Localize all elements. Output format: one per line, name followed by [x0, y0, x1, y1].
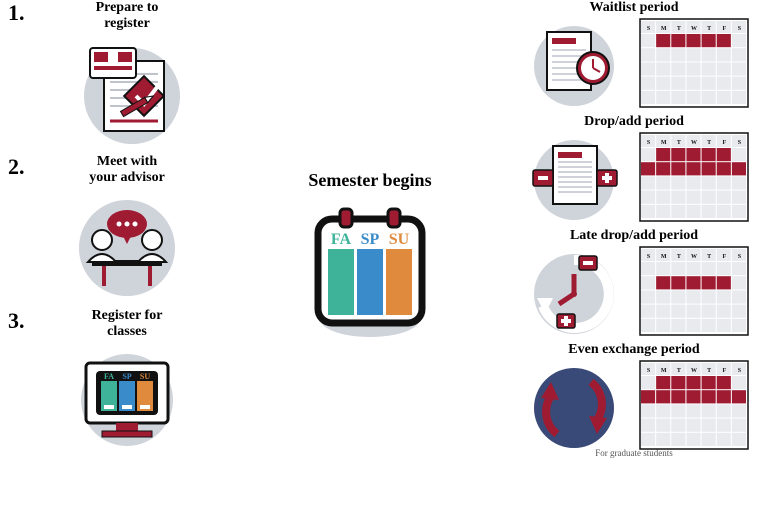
exchange-calendar: SMTWTFS	[639, 360, 749, 450]
semester-calendar-icon: FA SP SU	[260, 199, 480, 349]
svg-text:T: T	[677, 140, 681, 146]
svg-text:T: T	[677, 368, 681, 374]
register-classes-icon: FA SP SU	[62, 345, 192, 455]
step-3-title: Register forclasses	[34, 308, 220, 340]
step-1-title: Prepare toregister	[34, 0, 220, 32]
waitlist-icon	[519, 18, 629, 108]
exchange-icon	[519, 360, 629, 450]
step-3: 3. Register forclasses FA S	[0, 308, 220, 454]
step-2: 2. Meet withyour advisor	[0, 154, 220, 300]
latedrop-icon	[519, 246, 629, 336]
svg-text:F: F	[722, 254, 726, 260]
svg-text:SP: SP	[361, 231, 380, 248]
svg-text:T: T	[677, 254, 681, 260]
svg-text:T: T	[677, 26, 681, 32]
svg-text:SP: SP	[122, 372, 131, 381]
step-1-number: 1.	[0, 0, 34, 26]
period-title-1: Drop/add period	[500, 114, 768, 130]
period-title-0: Waitlist period	[500, 0, 768, 16]
period-exchange: Even exchange period SMTWTFS For graduat…	[500, 342, 768, 458]
latedrop-calendar: SMTWTFS	[639, 246, 749, 336]
svg-text:T: T	[707, 368, 711, 374]
period-latedrop: Late drop/add period SMTWTFS	[500, 228, 768, 336]
svg-text:W: W	[691, 254, 697, 260]
svg-text:M: M	[661, 254, 667, 260]
semester-begins-block: Semester begins FA SP SU	[260, 170, 480, 349]
svg-text:T: T	[707, 26, 711, 32]
svg-text:SU: SU	[389, 231, 410, 248]
svg-text:M: M	[661, 26, 667, 32]
svg-text:SU: SU	[140, 372, 150, 381]
svg-text:W: W	[691, 140, 697, 146]
dropadd-calendar: SMTWTFS	[639, 132, 749, 222]
svg-text:FA: FA	[104, 372, 114, 381]
svg-text:FA: FA	[331, 231, 352, 248]
step-2-number: 2.	[0, 154, 34, 180]
waitlist-calendar: SMTWTFS	[639, 18, 749, 108]
svg-text:W: W	[691, 368, 697, 374]
period-dropadd: Drop/add period SMTWTFS	[500, 114, 768, 222]
step-3-number: 3.	[0, 308, 34, 334]
svg-text:M: M	[661, 368, 667, 374]
semester-begins-title: Semester begins	[260, 170, 480, 191]
svg-text:W: W	[691, 26, 697, 32]
step-1: 1. Prepare toregister	[0, 0, 220, 146]
left-steps-column: 1. Prepare toregister	[0, 0, 220, 463]
svg-text:F: F	[722, 26, 726, 32]
svg-text:F: F	[722, 140, 726, 146]
dropadd-icon	[519, 132, 629, 222]
period-title-2: Late drop/add period	[500, 228, 768, 244]
svg-text:F: F	[722, 368, 726, 374]
svg-text:T: T	[707, 140, 711, 146]
period-title-3: Even exchange period	[500, 342, 768, 358]
period-waitlist: Waitlist period SMTWTFS	[500, 0, 768, 108]
meet-advisor-icon	[62, 190, 192, 300]
svg-text:T: T	[707, 254, 711, 260]
svg-text:M: M	[661, 140, 667, 146]
prepare-register-icon	[62, 36, 192, 146]
periods-column: Waitlist period SMTWTFS Drop/add period …	[500, 0, 768, 464]
step-2-title: Meet withyour advisor	[34, 154, 220, 186]
